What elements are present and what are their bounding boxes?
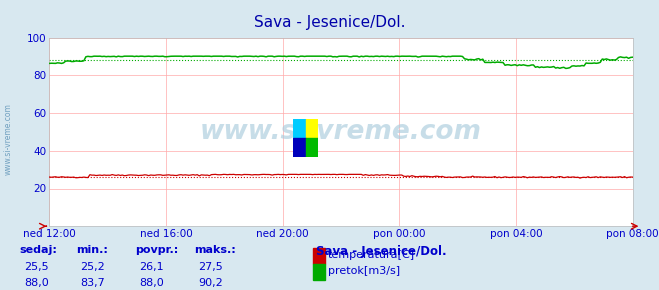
- Bar: [293, 119, 306, 138]
- Text: 83,7: 83,7: [80, 278, 105, 288]
- Text: www.si-vreme.com: www.si-vreme.com: [4, 103, 13, 175]
- Text: 25,2: 25,2: [80, 262, 105, 272]
- Text: sedaj:: sedaj:: [20, 245, 57, 255]
- Bar: [306, 119, 318, 138]
- Text: maks.:: maks.:: [194, 245, 236, 255]
- Text: Sava - Jesenice/Dol.: Sava - Jesenice/Dol.: [254, 14, 405, 30]
- Text: 90,2: 90,2: [198, 278, 223, 288]
- Bar: [293, 138, 306, 157]
- Bar: [313, 248, 325, 264]
- Text: pretok[m3/s]: pretok[m3/s]: [328, 266, 399, 276]
- Text: min.:: min.:: [76, 245, 107, 255]
- Text: 27,5: 27,5: [198, 262, 223, 272]
- Text: temperatura[C]: temperatura[C]: [328, 250, 415, 260]
- Text: 88,0: 88,0: [139, 278, 164, 288]
- Bar: [313, 264, 325, 280]
- Text: povpr.:: povpr.:: [135, 245, 179, 255]
- Text: Sava - Jesenice/Dol.: Sava - Jesenice/Dol.: [316, 245, 447, 258]
- Bar: [306, 138, 318, 157]
- Text: 25,5: 25,5: [24, 262, 49, 272]
- Text: www.si-vreme.com: www.si-vreme.com: [200, 119, 482, 145]
- Text: 26,1: 26,1: [139, 262, 164, 272]
- Text: 88,0: 88,0: [24, 278, 49, 288]
